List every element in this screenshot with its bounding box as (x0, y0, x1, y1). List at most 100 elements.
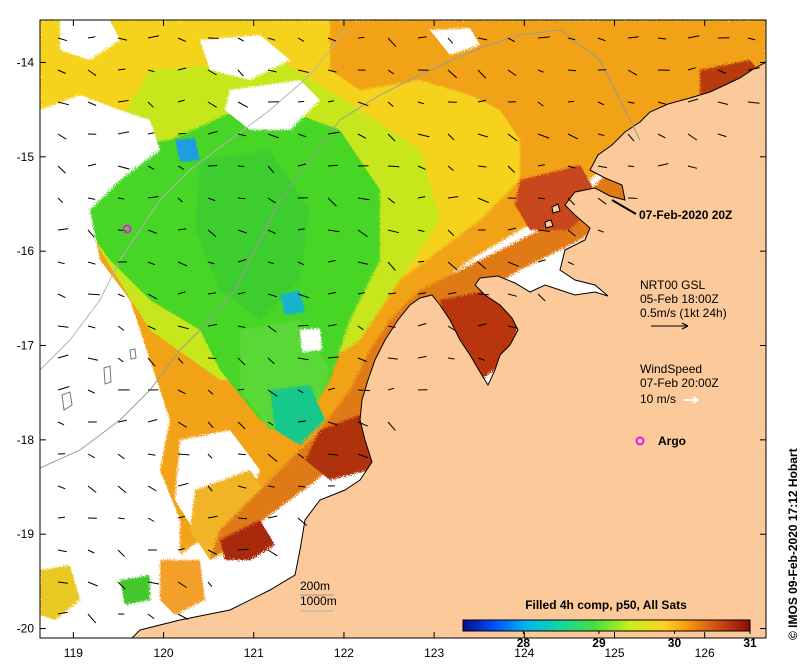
current-vector (447, 133, 455, 141)
wind-legend: WindSpeed 07-Feb 20:00Z 10 m/s (640, 362, 719, 406)
current-vector (387, 357, 398, 360)
current-vector (327, 197, 337, 207)
colorbar-gradient (462, 619, 751, 632)
current-scale-arrow-icon (651, 322, 689, 330)
current-vector (87, 101, 97, 106)
current-vector (207, 324, 217, 327)
current-vector (237, 388, 245, 391)
current-vector (207, 357, 217, 359)
current-vector (207, 101, 217, 108)
current-vector (267, 133, 279, 139)
current-vector (357, 421, 368, 427)
current-vector (327, 387, 335, 391)
current-vector (57, 611, 68, 615)
current-vector (117, 37, 127, 41)
lon-tick-label: 119 (64, 646, 83, 660)
sst-field (40, 20, 766, 638)
current-vector (537, 197, 545, 200)
current-vector (747, 67, 760, 71)
current-vector (207, 549, 218, 555)
current-vector (447, 357, 455, 360)
current-vector (147, 196, 159, 199)
credit-label: © IMOS 09-Feb-2020 17:12 Hobart (786, 448, 800, 640)
current-vector (387, 292, 396, 295)
colorbar-title: Filled 4h comp, p50, All Sats (525, 598, 687, 612)
current-vector (57, 386, 70, 391)
current-vector (87, 549, 95, 554)
colorbar-tick-label: 29 (592, 636, 606, 650)
argo-float-marker[interactable] (122, 224, 132, 234)
current-vector (567, 133, 579, 140)
current-vector (87, 581, 98, 587)
current-vector (447, 165, 454, 171)
current-vector (237, 357, 246, 366)
current-vector (477, 99, 487, 103)
current-vector (567, 261, 575, 266)
current-vector (267, 421, 274, 426)
lat-tick-label: -16 (17, 244, 35, 258)
current-vector (177, 67, 187, 71)
lon-tick-label: 124 (514, 646, 534, 660)
current-vector (237, 548, 249, 551)
current-vector (387, 261, 396, 271)
current-vector (267, 515, 278, 519)
current-vector (417, 229, 425, 232)
current-vector (207, 453, 213, 459)
current-vector (417, 101, 425, 105)
lat-tick-label: -20 (17, 622, 35, 636)
current-vector (177, 613, 189, 620)
current-vector (507, 293, 517, 297)
current-vector (687, 98, 699, 103)
current-vector (567, 100, 575, 103)
longitude-axis: 119 120 121 122 123 124 125 126 (64, 20, 715, 660)
current-vector (267, 325, 277, 333)
lon-tick-label: 123 (424, 646, 444, 660)
current-vector (297, 517, 308, 526)
current-vector (357, 292, 365, 295)
argo-label: Argo (658, 434, 686, 448)
lon-tick-label: 121 (244, 646, 264, 660)
current-vector (327, 69, 337, 73)
current-vector (297, 133, 307, 138)
current-vector (87, 69, 97, 77)
current-vector (267, 197, 276, 204)
current-vector (417, 133, 430, 138)
current-vector (357, 101, 369, 107)
current-vector (597, 165, 607, 169)
current-vector (177, 482, 189, 487)
current-vector (237, 133, 247, 137)
current-vector (87, 197, 96, 200)
current-vector (177, 291, 186, 295)
contour-legend-200m: 200m (300, 579, 330, 593)
current-vector (87, 261, 96, 265)
current-vector (387, 69, 394, 75)
current-vector (327, 453, 339, 456)
current-vector (147, 485, 157, 492)
current-vector (87, 36, 96, 39)
current-vector (117, 99, 129, 103)
current-vector (447, 261, 458, 271)
current-vector (267, 229, 276, 234)
current-vector (207, 261, 215, 265)
current-vector (297, 100, 305, 103)
current-vector (207, 197, 216, 202)
current-vector (147, 581, 160, 585)
current-vector (87, 453, 96, 459)
lon-tick-label: 125 (604, 646, 624, 660)
current-vector (507, 227, 517, 231)
current-vector (387, 133, 396, 142)
current-vector (147, 357, 156, 367)
current-vector (357, 325, 364, 331)
current-vector (87, 293, 100, 296)
current-vector (417, 322, 427, 327)
current-vector (57, 133, 67, 140)
current-vector (207, 389, 214, 395)
current-vector (57, 37, 68, 42)
current-vector (357, 229, 368, 238)
current-vector (117, 165, 130, 170)
current-legend-line1: NRT00 GSL (640, 278, 705, 292)
current-vector (597, 229, 605, 233)
current-vector (57, 549, 67, 553)
current-vector (477, 357, 486, 361)
lon-tick-label: 120 (154, 646, 174, 660)
